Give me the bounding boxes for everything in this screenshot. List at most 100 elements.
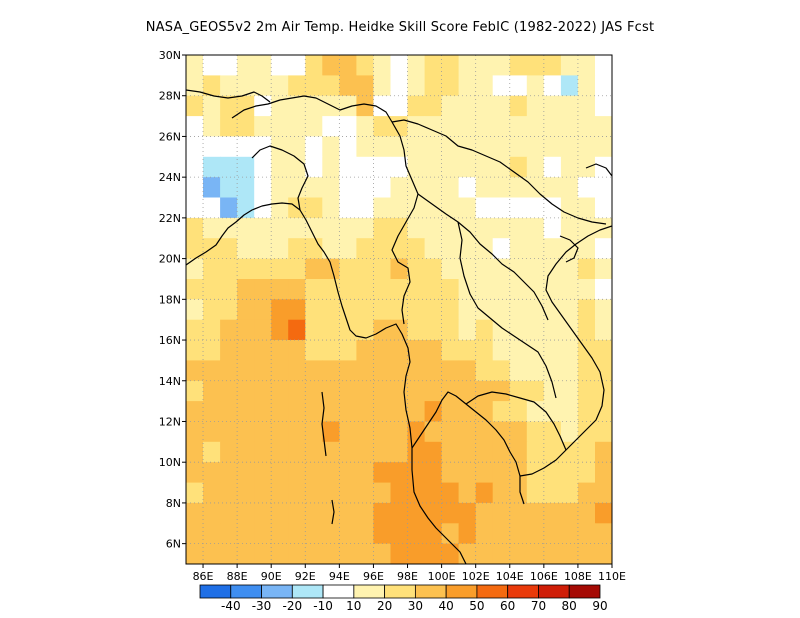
- heatmap-cell: [254, 238, 272, 260]
- heatmap-cell: [526, 258, 545, 280]
- heatmap-cell: [390, 441, 409, 463]
- heatmap-cell: [509, 95, 528, 117]
- heatmap-cell: [407, 136, 426, 158]
- heatmap-cell: [339, 258, 357, 280]
- heatmap-cell: [186, 177, 204, 199]
- heatmap-cell: [458, 75, 477, 97]
- heatmap-cell: [203, 258, 221, 280]
- heatmap-cell: [458, 238, 477, 260]
- heatmap-cell: [237, 340, 255, 361]
- heatmap-cell: [475, 156, 494, 178]
- heatmap-cell: [424, 319, 443, 341]
- heatmap-cell: [271, 75, 289, 97]
- heatmap-cell: [322, 75, 340, 97]
- heatmap-cell: [595, 279, 612, 300]
- heatmap-cell: [271, 340, 289, 361]
- heatmap-cell: [322, 360, 340, 382]
- heatmap-cell: [220, 319, 238, 341]
- heatmap-cell: [305, 217, 323, 239]
- heatmap-cell: [492, 177, 511, 199]
- heatmap-cell: [475, 502, 494, 524]
- heatmap-cell: [339, 95, 357, 117]
- heatmap-cell: [424, 299, 443, 321]
- heatmap-cell: [526, 116, 545, 138]
- heatmap-cell: [509, 197, 528, 219]
- heatmap-cell: [186, 421, 204, 443]
- heatmap-cell: [288, 340, 306, 361]
- heatmap-cell: [595, 462, 612, 484]
- heatmap-cell: [475, 95, 494, 117]
- heatmap-cell: [339, 360, 357, 382]
- heatmap-cell: [458, 136, 477, 158]
- heatmap-cell: [203, 523, 221, 545]
- heatmap-cell: [356, 543, 374, 564]
- heatmap-cell: [203, 380, 221, 402]
- heatmap-cell: [356, 502, 374, 524]
- heatmap-cell: [254, 482, 272, 504]
- heatmap-cell: [595, 177, 612, 199]
- heatmap-cell: [458, 482, 477, 504]
- heatmap-cell: [458, 279, 477, 300]
- heatmap-cell: [492, 502, 511, 524]
- heatmap-cell: [237, 380, 255, 402]
- colorbar-swatch: [507, 584, 539, 599]
- heatmap-cell: [458, 380, 477, 402]
- heatmap-cell: [577, 360, 596, 382]
- coastline-nicobar: [331, 499, 335, 525]
- heatmap-cell: [305, 319, 323, 341]
- heatmap-cell: [492, 279, 511, 300]
- heatmap-cell: [526, 401, 545, 423]
- heatmap-cell: [356, 177, 374, 199]
- heatmap-cell: [254, 75, 272, 97]
- heatmap-cell: [560, 136, 579, 158]
- heatmap-cell: [560, 401, 579, 423]
- heatmap-cell: [203, 156, 221, 178]
- heatmap-cell: [220, 340, 238, 361]
- heatmap-cell: [322, 116, 340, 138]
- heatmap-cell: [475, 55, 494, 76]
- heatmap-cell: [254, 116, 272, 138]
- heatmap-cell: [271, 238, 289, 260]
- heatmap-cell: [492, 441, 511, 463]
- heatmap-cell: [595, 340, 612, 361]
- heatmap-cell: [305, 441, 323, 463]
- heatmap-cell: [254, 523, 272, 545]
- heatmap-cell: [288, 217, 306, 239]
- heatmap-cell: [475, 482, 494, 504]
- heatmap-cell: [271, 462, 289, 484]
- heatmap-cell: [543, 75, 562, 97]
- heatmap-cell: [288, 360, 306, 382]
- heatmap-cell: [271, 279, 289, 300]
- heatmap-cell: [560, 380, 579, 402]
- heatmap-cell: [441, 523, 460, 545]
- heatmap-cell: [237, 55, 255, 76]
- heatmap-cell: [271, 360, 289, 382]
- heatmap-cell: [220, 95, 238, 117]
- heatmap-cell: [203, 543, 221, 564]
- heatmap-cell: [203, 217, 221, 239]
- heatmap-cell: [595, 136, 612, 158]
- heatmap-cell: [509, 258, 528, 280]
- heatmap-cell: [220, 482, 238, 504]
- coastline-gulf-of-thailand: [411, 391, 525, 505]
- heatmap-cell: [577, 380, 596, 402]
- heatmap-cell: [356, 482, 374, 504]
- heatmap-cell: [288, 441, 306, 463]
- heatmap-cell: [424, 523, 443, 545]
- heatmap-cell: [186, 462, 204, 484]
- heatmap-cell: [220, 421, 238, 443]
- heatmap-cell: [322, 462, 340, 484]
- heatmap-cell: [509, 116, 528, 138]
- heatmap-cell: [220, 441, 238, 463]
- heatmap-cell: [254, 258, 272, 280]
- heatmap-cell: [203, 197, 221, 219]
- heatmap-cell: [373, 177, 391, 199]
- heatmap-cell: [526, 441, 545, 463]
- heatmap-cell: [203, 319, 221, 341]
- heatmap-cell: [560, 197, 579, 219]
- heatmap-cell: [237, 197, 255, 219]
- heatmap-cells: [186, 55, 612, 564]
- heatmap-cell: [237, 462, 255, 484]
- heatmap-cell: [237, 258, 255, 280]
